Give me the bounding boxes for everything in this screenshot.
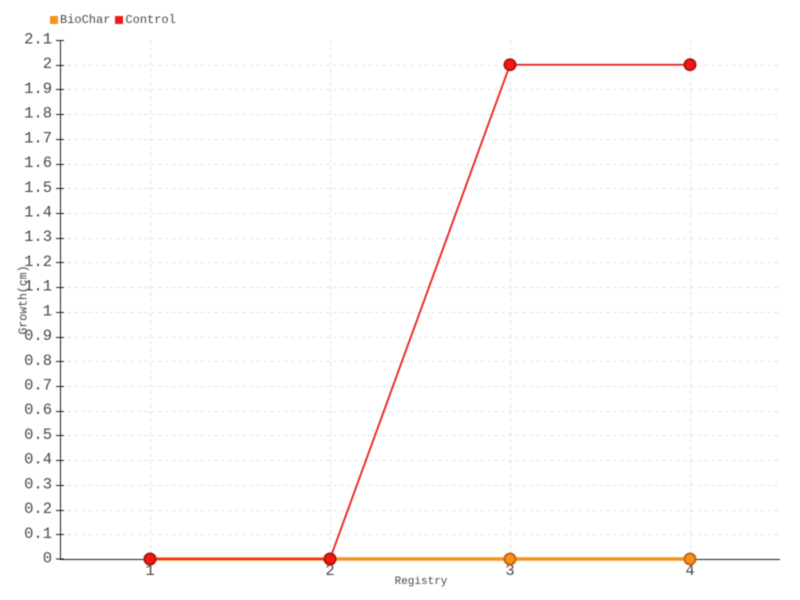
svg-text:1.7: 1.7 bbox=[24, 129, 52, 147]
svg-text:1.5: 1.5 bbox=[24, 179, 52, 197]
svg-text:2.1: 2.1 bbox=[24, 31, 52, 49]
svg-text:1.3: 1.3 bbox=[24, 228, 52, 246]
svg-text:0.6: 0.6 bbox=[24, 401, 52, 419]
svg-text:0: 0 bbox=[43, 550, 52, 568]
svg-text:0.7: 0.7 bbox=[24, 377, 52, 395]
svg-text:0.2: 0.2 bbox=[24, 500, 52, 518]
svg-text:0.3: 0.3 bbox=[24, 475, 52, 493]
svg-text:1: 1 bbox=[43, 302, 52, 320]
svg-text:1.8: 1.8 bbox=[24, 105, 52, 123]
svg-text:1.1: 1.1 bbox=[24, 278, 52, 296]
svg-text:1.9: 1.9 bbox=[24, 80, 52, 98]
svg-text:1.2: 1.2 bbox=[24, 253, 52, 271]
svg-text:0.5: 0.5 bbox=[24, 426, 52, 444]
svg-text:0.9: 0.9 bbox=[24, 327, 52, 345]
svg-text:2: 2 bbox=[43, 55, 52, 73]
svg-text:0.4: 0.4 bbox=[24, 451, 52, 469]
svg-text:0.8: 0.8 bbox=[24, 352, 52, 370]
svg-text:0.1: 0.1 bbox=[24, 525, 52, 543]
svg-text:1.6: 1.6 bbox=[24, 154, 52, 172]
svg-text:1.4: 1.4 bbox=[24, 204, 52, 222]
